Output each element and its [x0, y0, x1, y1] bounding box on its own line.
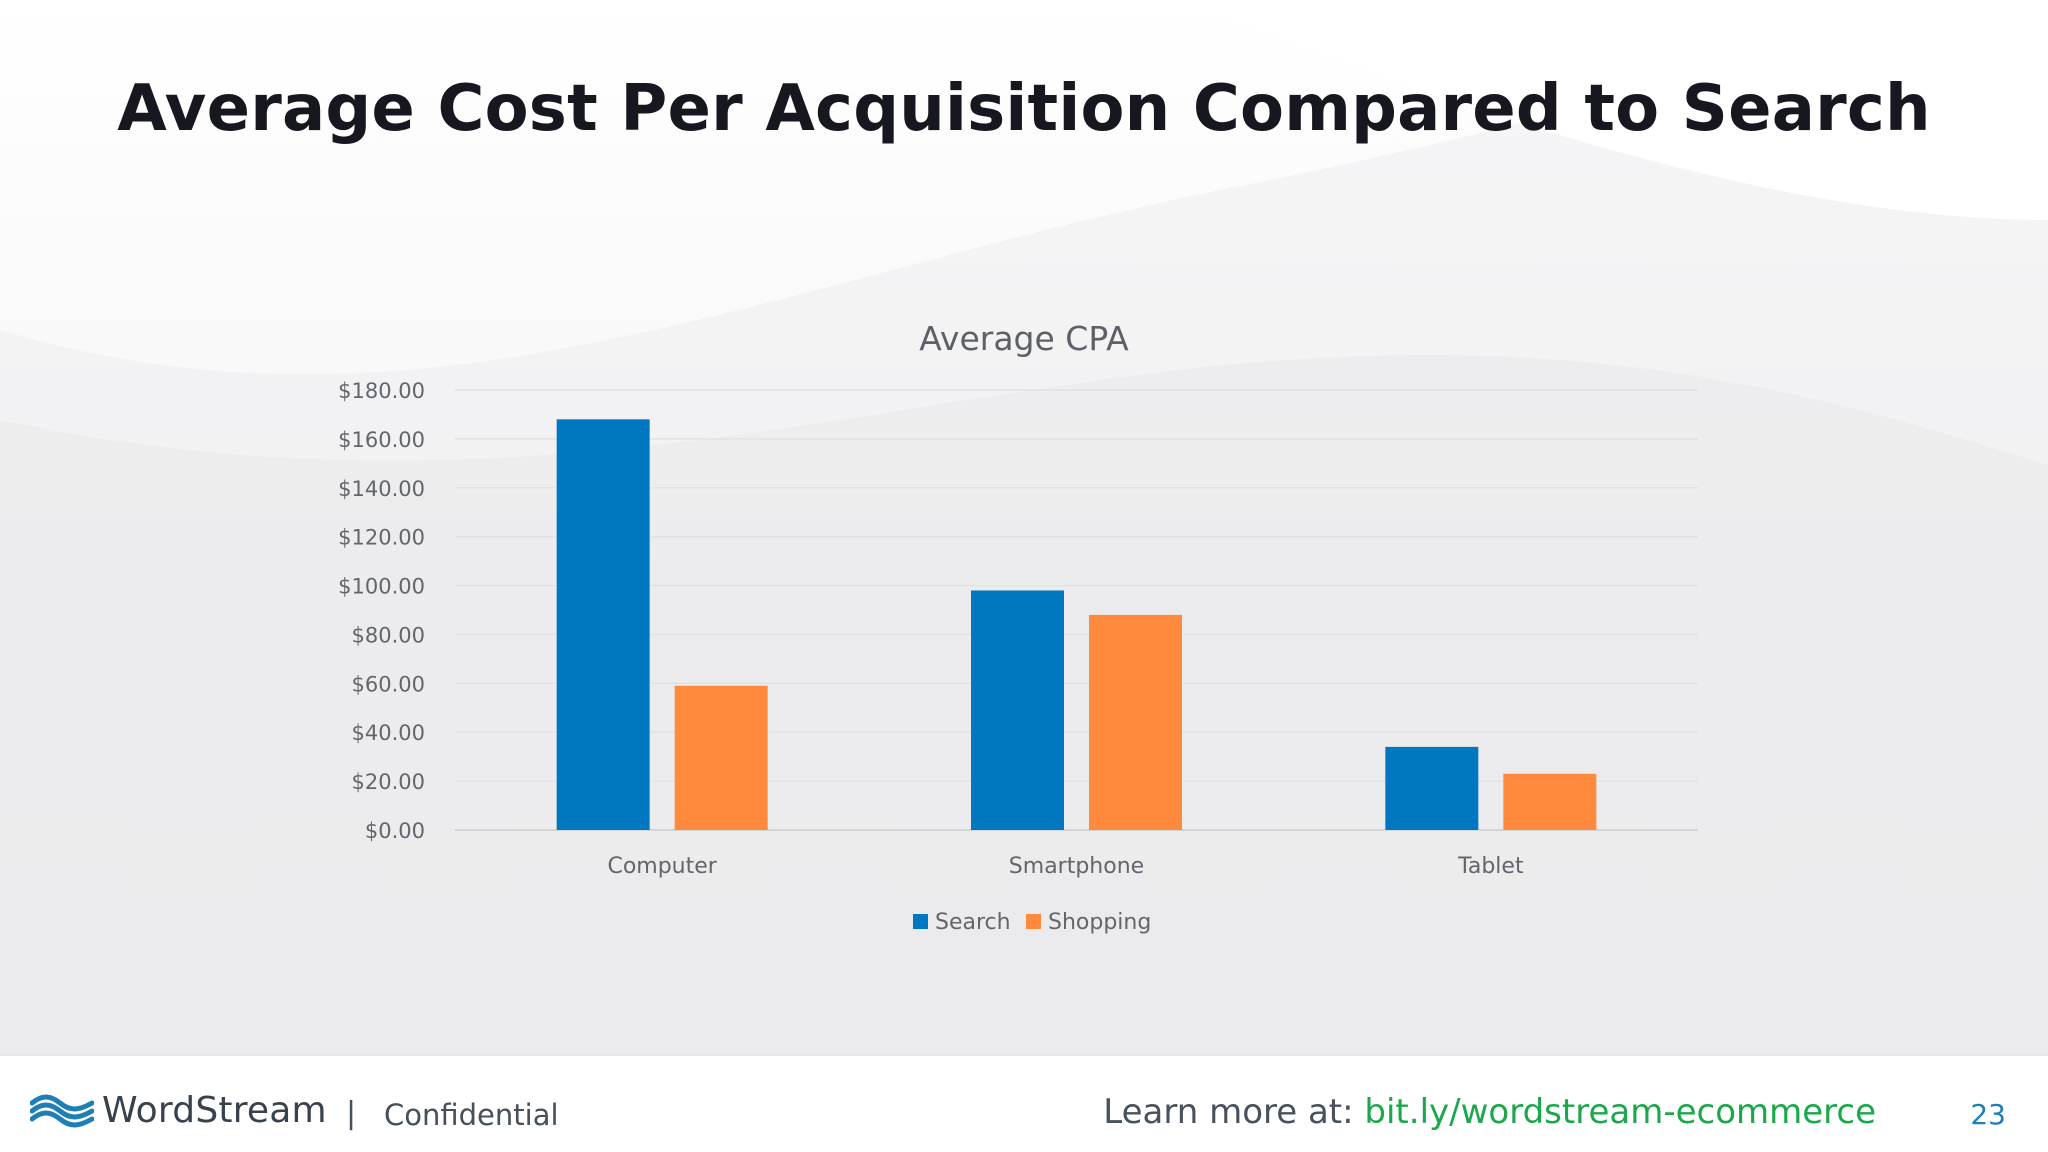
- legend-label-search: Search: [935, 910, 1011, 935]
- wordstream-logo: WordStream: [30, 1090, 327, 1131]
- legend-swatch-search: [913, 914, 928, 929]
- chart-area: Average CPA $0.00 $20.00 $40.00 $60.00 $80.00…: [0, 300, 2048, 950]
- y-tick-label: $20.00: [352, 770, 425, 794]
- y-tick-label: $140.00: [338, 477, 425, 501]
- y-tick-label: $0.00: [365, 819, 425, 843]
- average-cpa-chart: Average CPA $0.00 $20.00 $40.00 $60.00 $80.00…: [338, 319, 1698, 935]
- y-tick-label: $80.00: [352, 623, 425, 647]
- wordstream-wave-icon: [30, 1094, 94, 1127]
- slide-title: Average Cost Per Acquisition Compared to…: [117, 72, 1931, 146]
- legend-swatch-shopping: [1026, 914, 1041, 929]
- bar-shopping-computer: [674, 685, 768, 830]
- chart-title: Average CPA: [919, 319, 1129, 358]
- confidential-label: Confidential: [384, 1098, 559, 1132]
- brand-name: WordStream: [102, 1090, 327, 1131]
- y-tick-label: $180.00: [338, 379, 425, 403]
- x-tick-label: Smartphone: [1009, 854, 1144, 879]
- page-number: 23: [1970, 1098, 2006, 1131]
- bar-search-smartphone: [971, 590, 1064, 830]
- footer-separator: |: [346, 1096, 357, 1131]
- x-tick-label: Computer: [607, 854, 717, 879]
- bar-shopping-smartphone: [1089, 614, 1182, 830]
- learn-more-label: Learn more at:: [1103, 1092, 1365, 1132]
- learn-more-link[interactable]: bit.ly/wordstream-ecommerce: [1364, 1092, 1876, 1132]
- y-tick-label: $120.00: [338, 526, 425, 550]
- y-tick-label: $160.00: [338, 428, 425, 452]
- legend-label-shopping: Shopping: [1048, 910, 1151, 935]
- footer: WordStream | Confidential Learn more at:…: [0, 1054, 2048, 1152]
- bar-search-computer: [556, 419, 650, 830]
- y-tick-label: $100.00: [338, 575, 425, 599]
- bar-shopping-tablet: [1503, 773, 1597, 830]
- y-tick-label: $60.00: [352, 672, 425, 696]
- bar-search-tablet: [1385, 746, 1479, 830]
- x-tick-label: Tablet: [1457, 854, 1524, 879]
- learn-more-text: Learn more at: bit.ly/wordstream-ecommer…: [1103, 1092, 1876, 1132]
- y-tick-label: $40.00: [352, 721, 425, 745]
